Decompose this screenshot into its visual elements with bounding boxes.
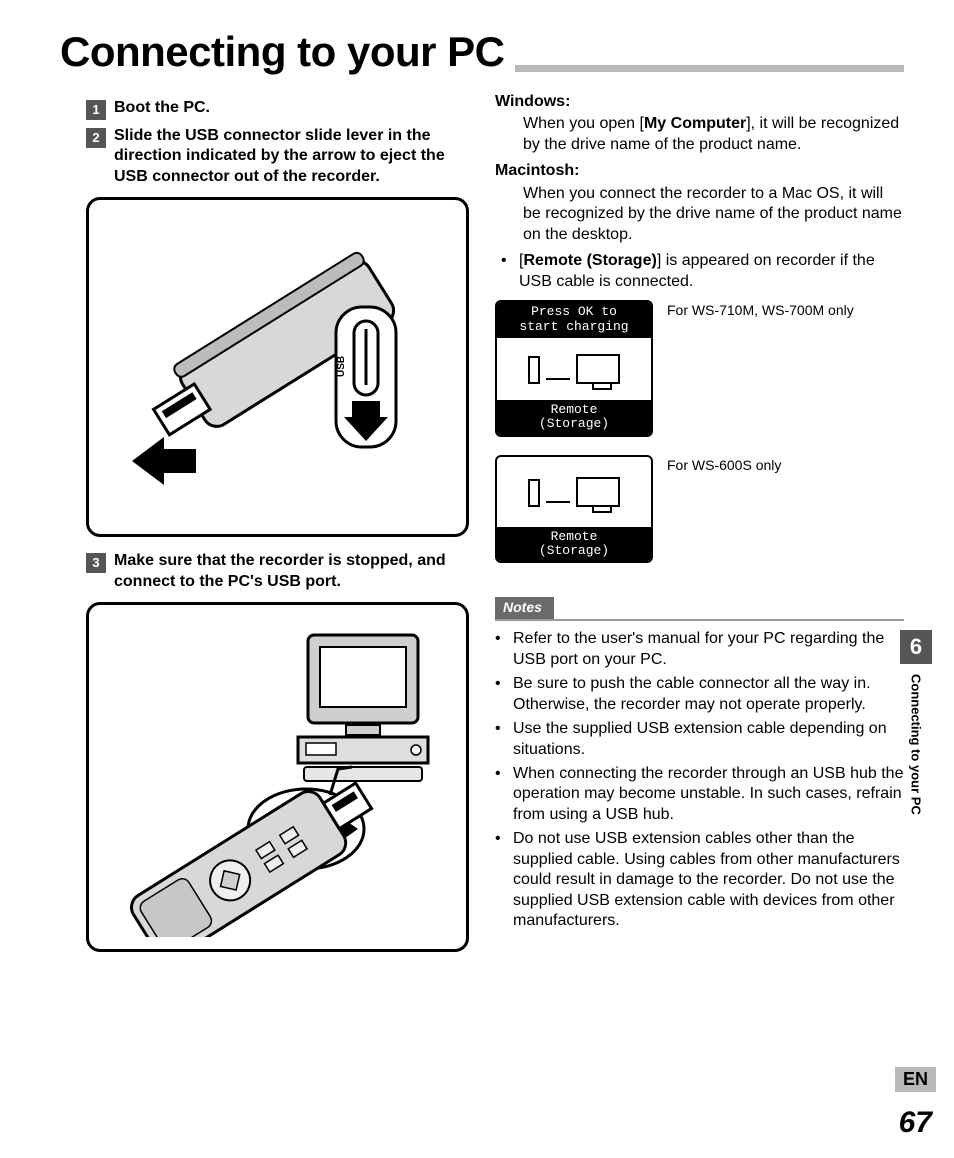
- note-item: •Be sure to push the cable connector all…: [495, 674, 904, 715]
- note-text: Use the supplied USB extension cable dep…: [513, 719, 904, 760]
- text-bold: My Computer: [644, 115, 746, 132]
- lcd-screens: Press OK to start charging Remote (Stora…: [495, 300, 904, 563]
- lcd-line: (Storage): [497, 544, 651, 558]
- lcd-display-2: Remote (Storage): [495, 455, 653, 564]
- lcd-caption: For WS-600S only: [667, 455, 781, 475]
- figure-pc-connect: [86, 602, 469, 952]
- page-title: Connecting to your PC: [60, 28, 515, 76]
- lcd-bottom: Remote (Storage): [497, 400, 651, 435]
- note-text: Refer to the user's manual for your PC r…: [513, 629, 904, 670]
- step-text: Boot the PC.: [114, 98, 210, 120]
- bullet-dot: •: [501, 251, 519, 292]
- note-item: •When connecting the recorder through an…: [495, 764, 904, 825]
- windows-body: When you open [My Computer], it will be …: [523, 114, 904, 155]
- content-columns: 1 Boot the PC. 2 Slide the USB connector…: [60, 92, 904, 966]
- lcd-line: (Storage): [497, 417, 651, 431]
- language-badge: EN: [895, 1067, 936, 1092]
- usb-slide-illustration: USB: [118, 217, 438, 517]
- step-3: 3 Make sure that the recorder is stopped…: [86, 551, 469, 592]
- macintosh-heading: Macintosh:: [495, 161, 904, 181]
- note-text: When connecting the recorder through an …: [513, 764, 904, 825]
- text-bold: Remote (Storage): [523, 252, 656, 269]
- lcd-graphic: [497, 457, 651, 527]
- bullet-dot: •: [495, 829, 513, 931]
- step-text: Slide the USB connector slide lever in t…: [114, 126, 469, 187]
- step-number: 3: [86, 553, 106, 573]
- lcd-line: Press OK to: [497, 305, 651, 320]
- remote-storage-bullet: • [Remote (Storage)] is appeared on reco…: [501, 251, 904, 292]
- lcd-row-1: Press OK to start charging Remote (Stora…: [495, 300, 904, 436]
- lcd-display-1: Press OK to start charging Remote (Stora…: [495, 300, 653, 436]
- lcd-line: start charging: [497, 320, 651, 335]
- bullet-dot: •: [495, 629, 513, 670]
- bullet-text: [Remote (Storage)] is appeared on record…: [519, 251, 904, 292]
- macintosh-body: When you connect the recorder to a Mac O…: [523, 184, 904, 245]
- lcd-bottom: Remote (Storage): [497, 527, 651, 562]
- figure-usb-slide: USB: [86, 197, 469, 537]
- left-column: 1 Boot the PC. 2 Slide the USB connector…: [60, 92, 469, 966]
- note-item: •Do not use USB extension cables other t…: [495, 829, 904, 931]
- step-1: 1 Boot the PC.: [86, 98, 469, 120]
- notes-heading: Notes: [495, 597, 554, 619]
- lcd-caption: For WS-710M, WS-700M only: [667, 300, 854, 320]
- pc-connect-illustration: [108, 617, 448, 937]
- bullet-dot: •: [495, 764, 513, 825]
- chapter-number: 6: [900, 630, 932, 664]
- windows-heading: Windows:: [495, 92, 904, 112]
- lcd-graphic: [497, 338, 651, 400]
- note-item: •Use the supplied USB extension cable de…: [495, 719, 904, 760]
- note-text: Be sure to push the cable connector all …: [513, 674, 904, 715]
- notes-section: Notes •Refer to the user's manual for yo…: [495, 581, 904, 931]
- notes-list: •Refer to the user's manual for your PC …: [495, 629, 904, 932]
- bullet-dot: •: [495, 674, 513, 715]
- lcd-top: Press OK to start charging: [497, 302, 651, 338]
- step-2: 2 Slide the USB connector slide lever in…: [86, 126, 469, 187]
- lcd-row-2: Remote (Storage) For WS-600S only: [495, 455, 904, 564]
- note-item: •Refer to the user's manual for your PC …: [495, 629, 904, 670]
- chapter-label: Connecting to your PC: [909, 674, 924, 815]
- step-number: 1: [86, 100, 106, 120]
- notes-rule: [495, 619, 904, 621]
- step-text: Make sure that the recorder is stopped, …: [114, 551, 469, 592]
- page-title-wrap: Connecting to your PC: [60, 28, 904, 76]
- side-tab: 6 Connecting to your PC: [900, 630, 932, 815]
- text: When you open [: [523, 115, 644, 132]
- svg-text:USB: USB: [336, 356, 347, 377]
- step-number: 2: [86, 128, 106, 148]
- note-text: Do not use USB extension cables other th…: [513, 829, 904, 931]
- bullet-dot: •: [495, 719, 513, 760]
- lcd-line: Remote: [497, 530, 651, 544]
- page-number: 67: [899, 1106, 932, 1140]
- right-column: Windows: When you open [My Computer], it…: [495, 92, 904, 966]
- lcd-line: Remote: [497, 403, 651, 417]
